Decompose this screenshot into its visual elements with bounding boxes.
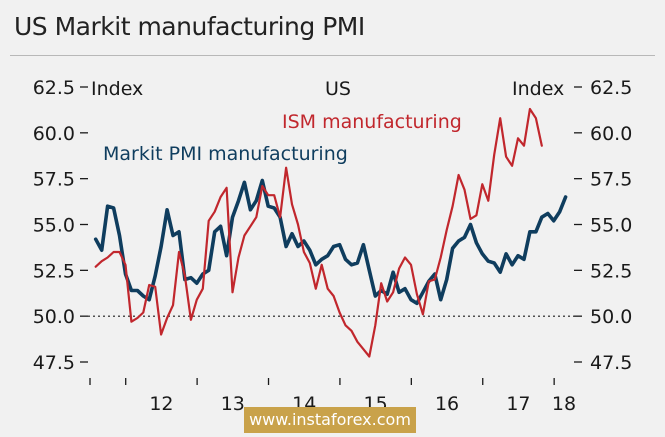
y-tick-label-right: 60.0 [590,123,632,145]
y-tick-label-right: 50.0 [590,306,632,328]
y-tick-label-left: 57.5 [33,169,75,191]
ism-manufacturing-line [94,107,543,358]
chart-title: US Markit manufacturing PMI [14,12,365,41]
y-tick-label-right: 62.5 [590,77,632,99]
x-tick-label: 13 [221,393,245,415]
y-tick-label-left: 52.5 [33,260,75,282]
title-divider [10,55,655,56]
right-axis-label: Index [512,78,564,100]
x-tick-label: 16 [435,393,459,415]
y-tick-label-left: 62.5 [33,77,75,99]
x-tick-label: 12 [149,393,173,415]
markit-pmi-line [93,178,568,306]
x-tick-label: 18 [552,393,576,415]
y-tick-label-right: 47.5 [590,352,632,374]
y-tick-label-left: 50.0 [33,306,75,328]
ism-series-label: ISM manufacturing [282,111,462,133]
left-axis-label: Index [91,78,143,100]
x-tick-label: 17 [506,393,530,415]
y-tick-label-right: 52.5 [590,260,632,282]
y-tick-label-left: 60.0 [33,123,75,145]
chart-center-label: US [325,78,351,100]
y-tick-label-left: 55.0 [33,215,75,237]
watermark: www.instaforex.com [244,407,416,433]
markit-series-label: Markit PMI manufacturing [103,143,348,165]
y-tick-label-left: 47.5 [33,352,75,374]
y-tick-label-right: 55.0 [590,215,632,237]
y-tick-label-right: 57.5 [590,169,632,191]
